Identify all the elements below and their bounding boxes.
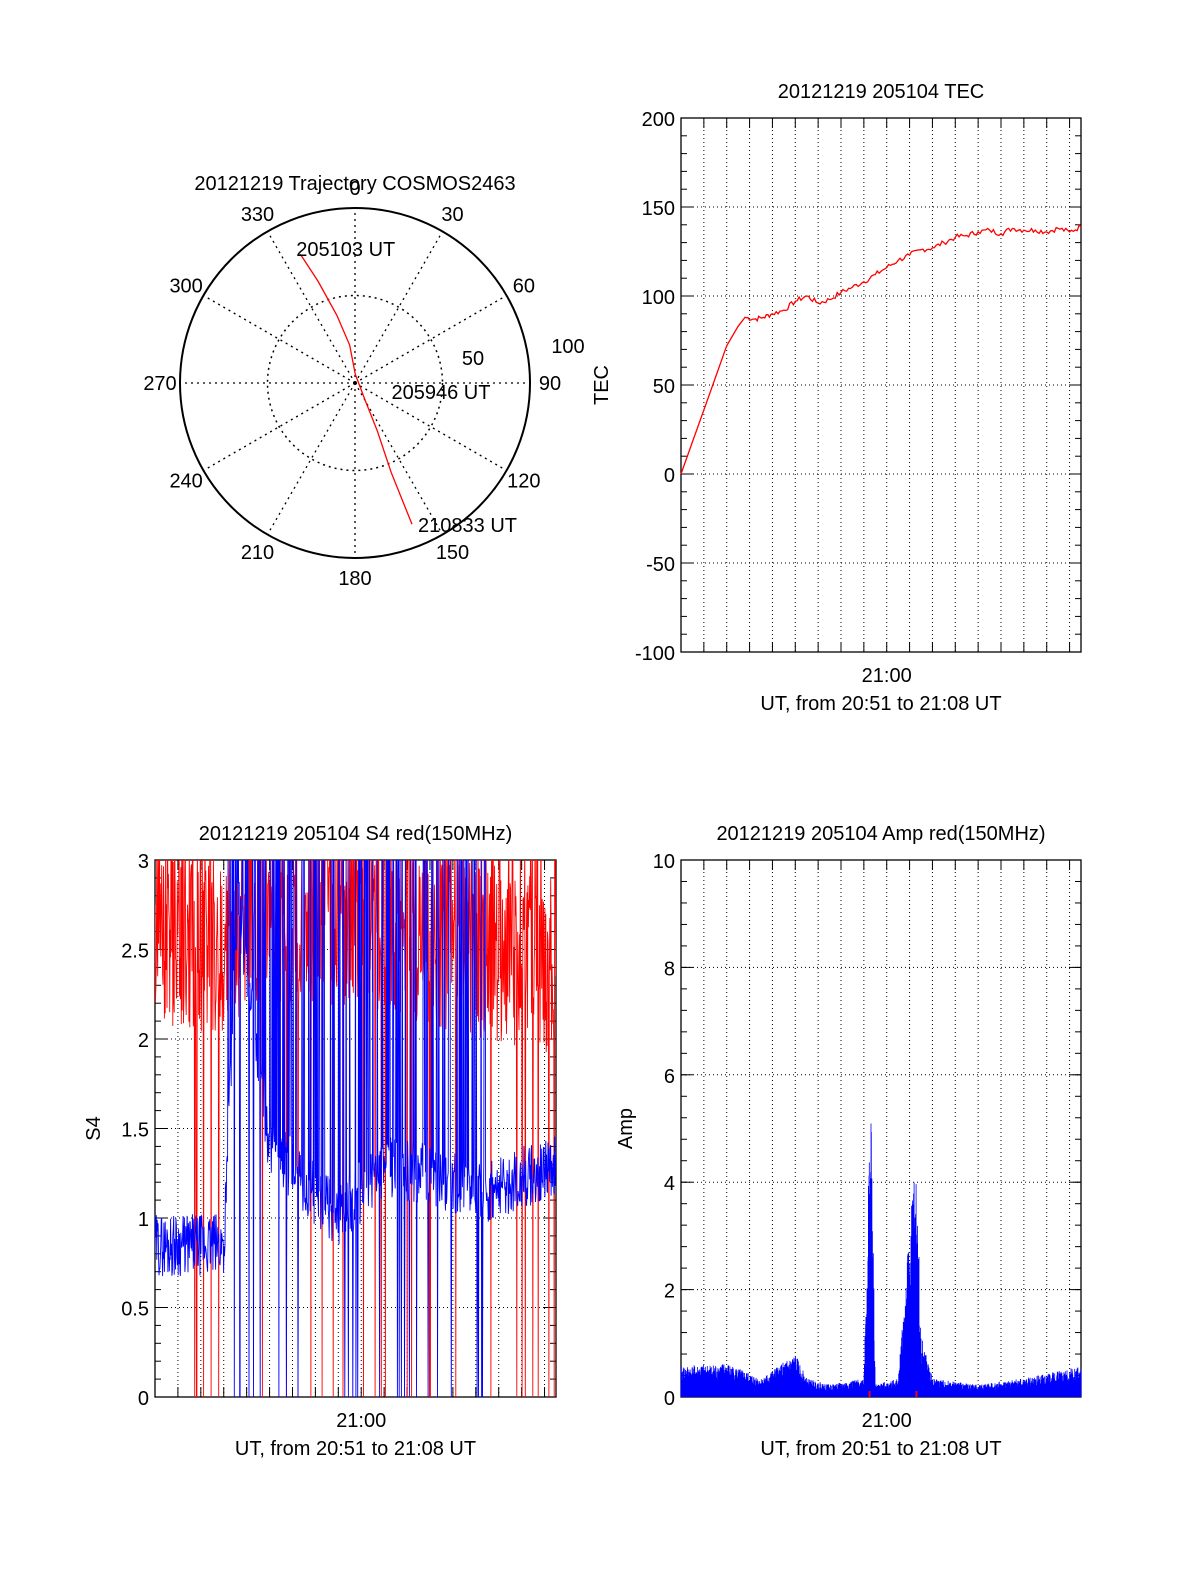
trajectory-line [299,253,413,525]
y-tick-label: 150 [642,198,675,220]
s4-blue-series-line [155,860,556,1397]
polar-spoke [354,382,507,472]
y-tick-label: 1 [138,1209,149,1231]
radius-label: 100 [551,336,584,358]
azimuth-label: 270 [143,373,176,395]
polar-spoke [354,294,507,384]
azimuth-label: 150 [436,542,469,564]
trajectory-time-label: 205103 UT [296,239,395,261]
polar-spoke [266,382,356,535]
trajectory-time-label: 210833 UT [418,515,517,537]
y-tick-label: 0 [138,1388,149,1410]
y-tick-label: 2 [138,1030,149,1052]
azimuth-label: 240 [169,471,202,493]
y-tick-label: 100 [642,287,675,309]
azimuth-label: 210 [241,542,274,564]
azimuth-label: 90 [539,373,561,395]
y-tick-label: 6 [664,1066,675,1088]
y-tick-label: 0 [664,1388,675,1410]
polar-spoke [354,231,444,384]
polar-spoke [203,294,356,384]
x-tick-label: 21:00 [336,1410,386,1432]
x-axis-label: UT, from 20:51 to 21:08 UT [760,1438,1001,1460]
x-axis-label: UT, from 20:51 to 21:08 UT [760,693,1001,715]
azimuth-label: 60 [513,276,535,298]
x-axis-label: UT, from 20:51 to 21:08 UT [235,1438,476,1460]
x-tick-label: 21:00 [862,1410,912,1432]
y-tick-label: 3 [138,851,149,873]
azimuth-label: 0 [349,178,360,200]
amp-chart: 0 2 4 6 8 10 20121219 205104 Amp red(150MHz) 21… [615,823,1082,1460]
tec-series-line [680,224,1082,475]
azimuth-label: 300 [169,276,202,298]
x-tick-label: 21:00 [862,665,912,687]
radius-label: 50 [462,348,484,370]
polar-spoke [203,382,356,472]
polar-inner-ring [266,294,444,472]
azimuth-label: 180 [338,568,371,590]
azimuth-label: 30 [441,204,463,226]
y-tick-label: 4 [664,1173,675,1195]
chart-title: 20121219 205104 Amp red(150MHz) [716,823,1045,845]
trajectory-time-label: 205946 UT [392,382,491,404]
y-tick-label: -50 [646,554,675,576]
polar-spoke [266,231,356,384]
azimuth-label: 120 [507,471,540,493]
chart-title: 20121219 205104 TEC [778,81,984,103]
y-axis-label: TEC [591,365,613,405]
y-tick-label: 1.5 [121,1120,149,1142]
y-tick-label: 0.5 [121,1299,149,1321]
azimuth-label: 330 [241,204,274,226]
y-tick-label: 50 [653,376,675,398]
y-axis-label: Amp [615,1108,637,1149]
tec-chart: -100 -50 0 50 100 150 200 20121219 205104 TEC 21… [591,81,1082,715]
y-tick-label: 8 [664,958,675,980]
y-axis-label: S4 [83,1116,105,1140]
y-tick-label: 0 [664,465,675,487]
plot-frame [680,859,1082,1398]
s4-red-series-line [155,860,556,1397]
polar-spoke [354,382,444,535]
y-tick-label: 10 [653,851,675,873]
y-tick-label: 200 [642,109,675,131]
y-tick-label: -100 [635,643,675,665]
y-tick-label: 2 [664,1281,675,1303]
chart-title: 20121219 Trajectory COSMOS2463 [194,173,515,195]
amp-series-line [680,1123,1082,1397]
plot-frame [680,117,1082,653]
chart-title: 20121219 205104 S4 red(150MHz) [199,823,513,845]
s4-chart: 0 0.5 1 1.5 2 2.5 3 20121219 205104 S4 red(150M… [83,823,557,1460]
y-tick-label: 2.5 [121,941,149,963]
